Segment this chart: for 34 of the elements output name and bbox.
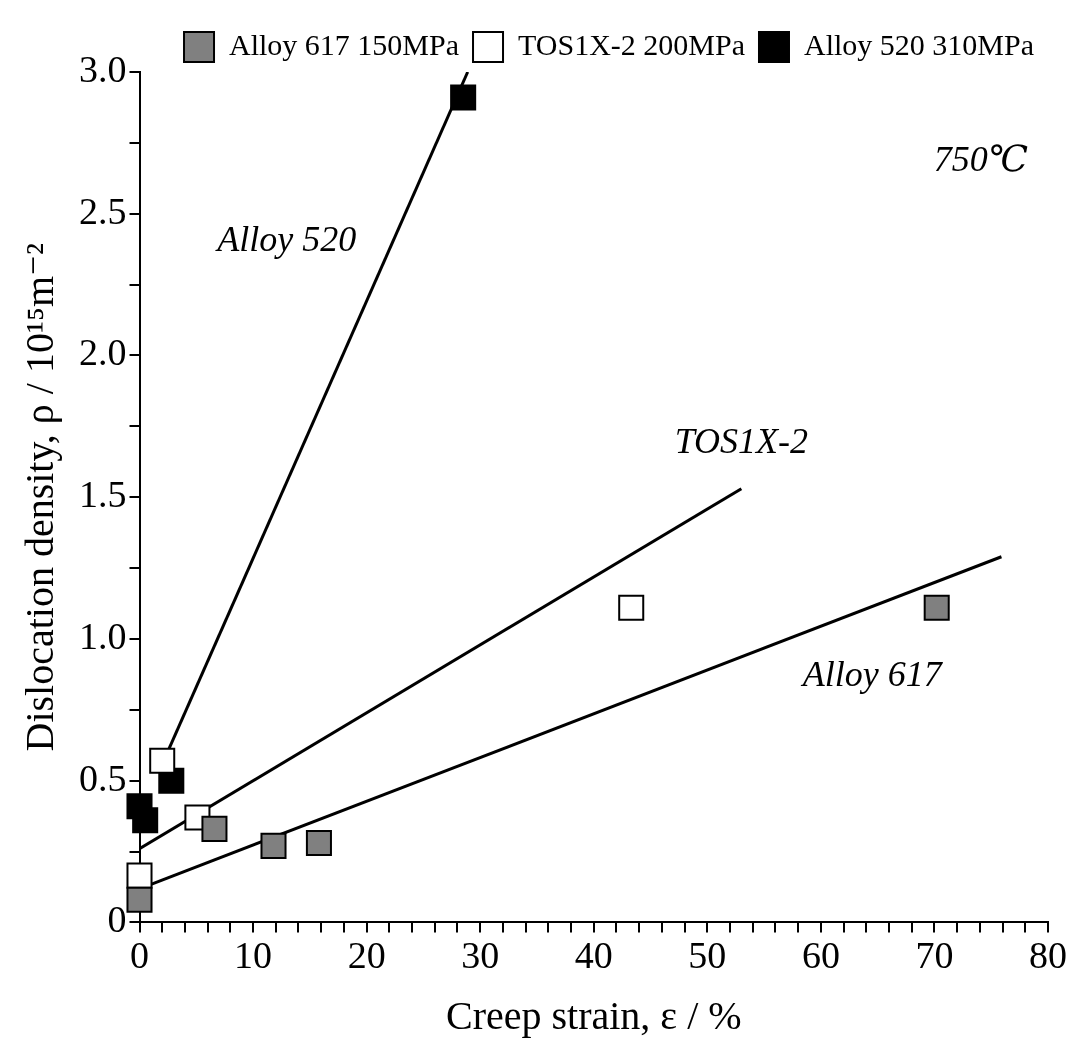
x-tick-label: 20 — [347, 934, 386, 977]
point — [201, 815, 228, 842]
x-tick-label: 80 — [1029, 934, 1067, 977]
x-tick-label: 40 — [574, 934, 613, 977]
point — [260, 832, 287, 859]
x-axis-title: Creep strain, ε / % — [445, 992, 742, 1038]
point — [618, 594, 645, 621]
x-tick-label: 70 — [915, 934, 954, 977]
y-tick-label: 1.5 — [79, 473, 127, 516]
y-tick-label: 0 — [107, 898, 127, 941]
legend-label: TOS1X-2 200MPa — [518, 27, 745, 61]
x-tick-label: 10 — [234, 934, 273, 977]
x-tick-label: 60 — [801, 934, 840, 977]
point — [126, 862, 153, 889]
point — [450, 84, 477, 111]
y-tick-label: 3.0 — [79, 47, 127, 90]
legend-label: Alloy 520 310MPa — [803, 27, 1035, 61]
legend-label: Alloy 617 150MPa — [229, 27, 460, 61]
y-tick-label: 0.5 — [79, 756, 127, 799]
y-tick-label: 2.0 — [79, 331, 127, 374]
y-axis-title: Dislocation density, ρ / 10¹⁵m⁻² — [16, 242, 62, 752]
series-label: Alloy 520 — [215, 218, 357, 259]
x-tick-label: 30 — [461, 934, 500, 977]
y-tick-label: 1.0 — [79, 614, 127, 657]
y-tick-label: 2.5 — [79, 189, 127, 232]
series-label: Alloy 617 — [800, 653, 944, 694]
x-tick-label: 50 — [688, 934, 727, 977]
point — [305, 830, 332, 857]
point — [923, 594, 950, 621]
point — [132, 807, 159, 834]
point — [126, 886, 153, 913]
point — [149, 747, 176, 774]
annotation: 750℃ — [933, 139, 1028, 180]
series-label: TOS1X-2 — [674, 421, 809, 462]
